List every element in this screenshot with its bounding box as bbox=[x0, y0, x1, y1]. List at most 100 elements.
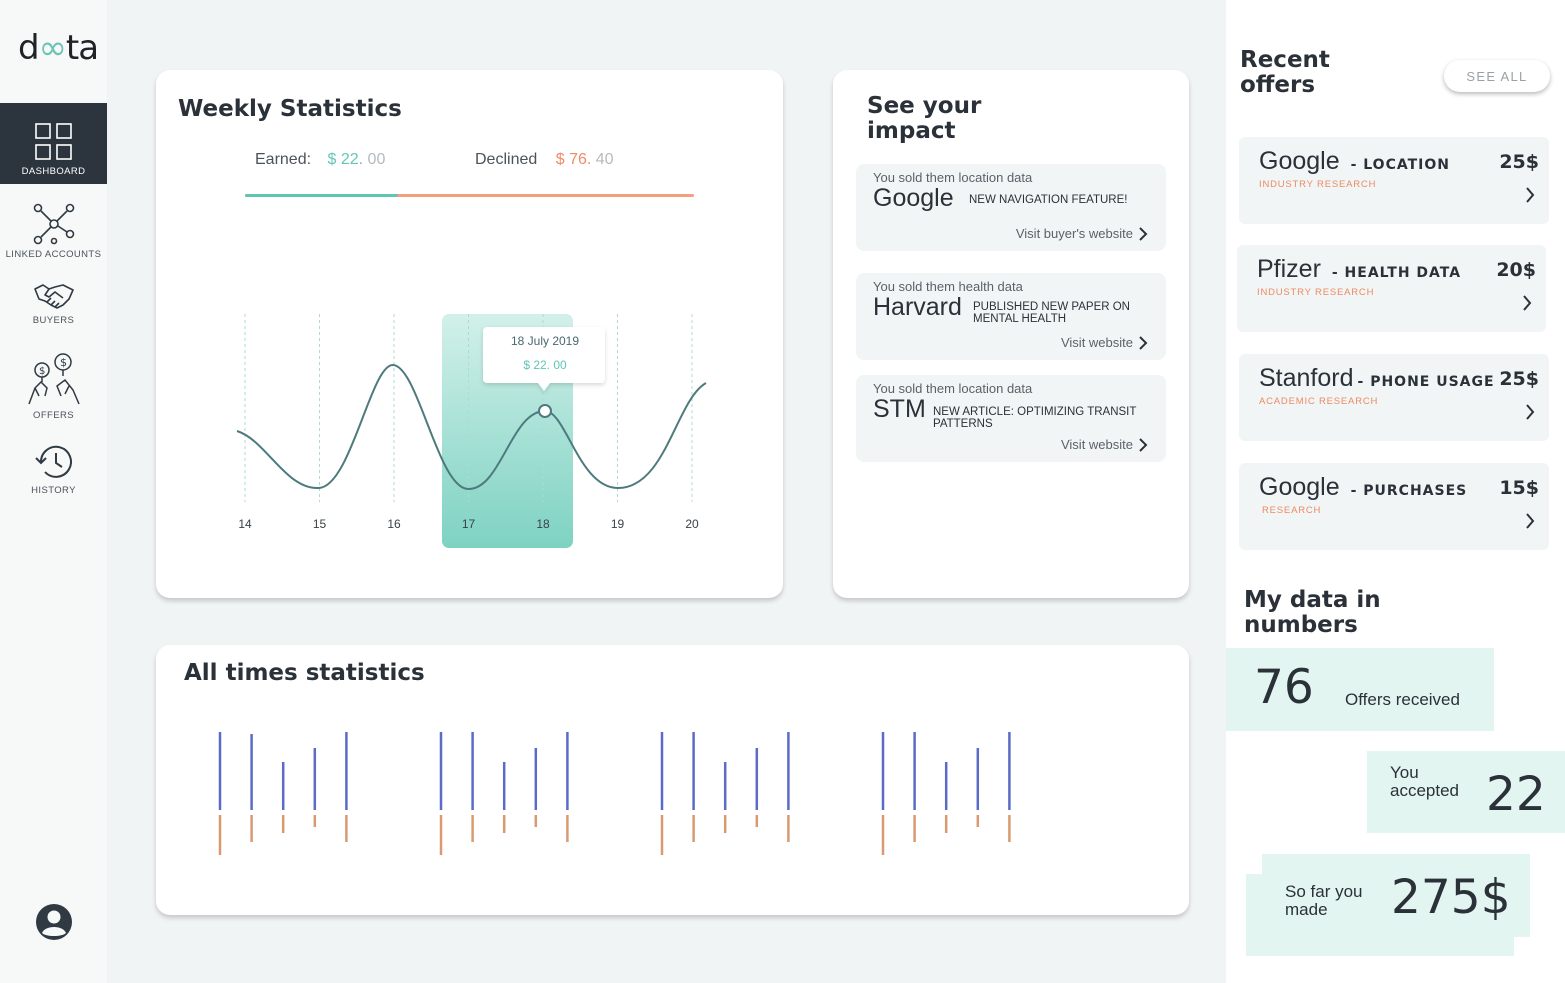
my-data-numbers-title-line1: My data in bbox=[1244, 587, 1381, 613]
impact-title-line1: See your bbox=[867, 93, 982, 119]
offer-category: INDUSTRY RESEARCH bbox=[1259, 179, 1377, 190]
chevron-right-icon bbox=[1139, 226, 1148, 241]
x-axis-label: 17 bbox=[462, 517, 476, 531]
offer-category: RESEARCH bbox=[1262, 505, 1322, 516]
chevron-right-icon bbox=[1526, 513, 1535, 529]
impact-item-sub: You sold them health data bbox=[873, 279, 1023, 294]
weekly-statistics-card: Weekly Statistics Earned: $ 22. 00 Decli… bbox=[156, 70, 783, 598]
chevron-right-icon bbox=[1526, 404, 1535, 420]
history-clock-icon bbox=[34, 445, 72, 478]
offers-received-value: 76 bbox=[1254, 660, 1314, 715]
visit-website-label: Visit website bbox=[1060, 335, 1133, 350]
offer-price: 25$ bbox=[1499, 368, 1539, 390]
chevron-right-icon bbox=[1523, 295, 1532, 311]
earned-summary: Earned: $ 22. 00 bbox=[255, 151, 385, 169]
my-data-numbers-title: My data in numbers bbox=[1244, 588, 1381, 638]
offer-card[interactable]: Google - LOCATION INDUSTRY RESEARCH 25$ bbox=[1239, 137, 1549, 224]
weekly-line-chart[interactable]: 14 15 16 17 18 19 20 18 July 2019 $ 22. 00 bbox=[156, 70, 783, 598]
selected-point[interactable] bbox=[538, 404, 552, 418]
sidebar-item-label: BUYERS bbox=[32, 315, 75, 326]
svg-text:$: $ bbox=[60, 356, 67, 369]
offer-price: 25$ bbox=[1499, 151, 1539, 173]
earned-progress-fill bbox=[245, 194, 398, 197]
offers-received-stat: 76 Offers received bbox=[1226, 648, 1494, 731]
sidebar-item-offers[interactable]: $ $ OFFERS bbox=[0, 352, 107, 421]
x-axis-label: 18 bbox=[536, 517, 550, 531]
x-axis-label: 19 bbox=[611, 517, 625, 531]
offer-data-type: - PURCHASES bbox=[1350, 483, 1468, 499]
impact-item: You sold them health data Harvard PUBLIS… bbox=[856, 273, 1166, 360]
impact-item-sub: You sold them location data bbox=[873, 381, 1033, 396]
offer-card[interactable]: Google - PURCHASES RESEARCH 15$ bbox=[1239, 463, 1549, 550]
sidebar-item-dashboard[interactable]: DASHBOARD bbox=[0, 103, 107, 184]
accepted-value: 22 bbox=[1486, 767, 1546, 822]
sidebar-item-label: OFFERS bbox=[33, 410, 74, 421]
visit-website-label: Visit website bbox=[1060, 437, 1133, 452]
visit-website-link[interactable]: Visit buyer's website bbox=[1016, 226, 1148, 241]
made-label: So far you made bbox=[1285, 883, 1363, 919]
right-panel: Recent offers SEE ALL Google - LOCATION … bbox=[1226, 0, 1565, 983]
made-label-line1: So far you bbox=[1285, 882, 1363, 901]
sidebar-item-label: DASHBOARD bbox=[21, 166, 86, 177]
sidebar-item-linked-accounts[interactable]: LINKED ACCOUNTS bbox=[0, 203, 107, 260]
declined-amount: $ 76. bbox=[555, 151, 592, 168]
chevron-right-icon bbox=[1139, 437, 1148, 452]
recent-offers-title: Recent offers bbox=[1240, 48, 1330, 98]
all-time-bar-chart bbox=[218, 732, 1011, 855]
impact-item: You sold them location data STM NEW ARTI… bbox=[856, 375, 1166, 462]
made-value: 275$ bbox=[1391, 870, 1511, 925]
impact-title-line2: impact bbox=[867, 118, 956, 144]
declined-decimal: 40 bbox=[591, 151, 614, 168]
offer-price: 20$ bbox=[1496, 259, 1536, 281]
accepted-label: You accepted bbox=[1390, 764, 1459, 800]
logo-part2: ta bbox=[65, 28, 99, 68]
impact-item-news: NEW ARTICLE: OPTIMIZING TRANSIT PATTERNS bbox=[933, 406, 1137, 430]
x-axis-label: 20 bbox=[685, 517, 699, 531]
dashboard-grid-icon bbox=[34, 123, 72, 160]
sidebar-item-history[interactable]: HISTORY bbox=[0, 443, 107, 496]
account-circle-icon[interactable] bbox=[35, 903, 73, 941]
impact-item-sub: You sold them location data bbox=[873, 170, 1033, 185]
offer-price: 15$ bbox=[1499, 477, 1539, 499]
impact-title: See your impact bbox=[867, 94, 981, 144]
earned-decimal: 00 bbox=[363, 151, 386, 168]
offer-data-type: - LOCATION bbox=[1350, 157, 1450, 173]
x-axis-label: 14 bbox=[238, 517, 252, 531]
offer-company-name: Pfizer bbox=[1257, 255, 1321, 283]
earnings-line bbox=[236, 363, 707, 491]
offer-card[interactable]: Stanford - PHONE USAGE ACADEMIC RESEARCH … bbox=[1239, 354, 1549, 441]
my-data-numbers-title-line2: numbers bbox=[1244, 612, 1358, 638]
impact-item-company: STM bbox=[873, 395, 926, 423]
offer-company: Stanford - PHONE USAGE bbox=[1259, 364, 1495, 393]
made-stat: So far you made 275$ bbox=[1262, 854, 1530, 937]
offer-company-name: Google bbox=[1259, 473, 1340, 501]
offer-company: Google - LOCATION bbox=[1259, 147, 1450, 176]
offer-company: Pfizer - HEALTH DATA bbox=[1257, 255, 1461, 284]
declined-summary: Declined $ 76. 40 bbox=[475, 151, 614, 169]
offer-card[interactable]: Pfizer - HEALTH DATA INDUSTRY RESEARCH 2… bbox=[1237, 245, 1546, 332]
money-hands-icon: $ $ bbox=[27, 353, 80, 405]
offer-company: Google - PURCHASES bbox=[1259, 473, 1467, 502]
visit-website-link[interactable]: Visit website bbox=[1061, 437, 1148, 452]
chevron-right-icon bbox=[1526, 187, 1535, 203]
impact-item-news: PUBLISHED NEW PAPER ON MENTAL HEALTH bbox=[973, 301, 1130, 325]
offer-category: ACADEMIC RESEARCH bbox=[1259, 396, 1379, 407]
see-all-button[interactable]: SEE ALL bbox=[1444, 60, 1550, 92]
earned-declined-progress bbox=[245, 194, 694, 197]
sidebar-item-buyers[interactable]: BUYERS bbox=[0, 281, 107, 326]
impact-item-company: Google bbox=[873, 184, 954, 212]
weekly-title: Weekly Statistics bbox=[178, 96, 402, 122]
all-time-statistics-card: All times statistics bbox=[156, 645, 1189, 915]
logo-part1: d bbox=[18, 28, 40, 68]
impact-card: See your impact You sold them location d… bbox=[833, 70, 1189, 598]
offer-company-name: Google bbox=[1259, 147, 1340, 175]
sidebar: d∞ta DASHBOARD LINKED ACCOUNTS bbox=[0, 0, 107, 983]
visit-website-link[interactable]: Visit website bbox=[1061, 335, 1148, 350]
infinity-icon: ∞ bbox=[38, 28, 67, 68]
all-time-title: All times statistics bbox=[184, 660, 425, 686]
app-logo[interactable]: d∞ta bbox=[18, 28, 99, 68]
earned-label: Earned: bbox=[255, 151, 312, 168]
offer-company-name: Stanford bbox=[1259, 364, 1354, 392]
chevron-right-icon bbox=[1139, 335, 1148, 350]
recent-offers-title-line2: offers bbox=[1240, 72, 1316, 98]
